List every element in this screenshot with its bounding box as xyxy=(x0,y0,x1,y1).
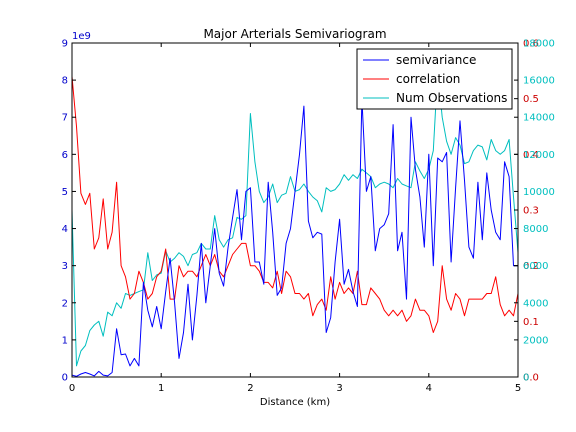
legend-label: correlation xyxy=(396,72,460,86)
y-obs-tick-label: 16000 xyxy=(523,76,555,87)
legend-label: Num Observations xyxy=(396,91,507,105)
chart-title: Major Arterials Semivariogram xyxy=(203,27,386,41)
y-left-tick-label: 7 xyxy=(62,113,68,124)
legend-label: semivariance xyxy=(396,53,476,67)
y-obs-tick-label: 2000 xyxy=(523,335,548,346)
x-tick-label: 0 xyxy=(69,383,75,394)
y-corr-tick-label: 0.1 xyxy=(523,317,539,328)
y-left-tick-label: 5 xyxy=(62,187,68,198)
y-obs-tick-label: 12000 xyxy=(523,150,555,161)
y-obs-tick-label: 8000 xyxy=(523,224,548,235)
y-axis-left-multiplier: 1e9 xyxy=(72,31,91,42)
y-obs-tick-label: 6000 xyxy=(523,261,548,272)
y-axis-left: 0 1 2 3 4 5 6 7 8 9 xyxy=(62,39,76,384)
y-obs-tick-label: 10000 xyxy=(523,187,555,198)
y-obs-tick-label: 0 xyxy=(523,373,529,384)
y-left-tick-label: 6 xyxy=(62,150,68,161)
y-corr-tick-label: 0.0 xyxy=(523,373,539,384)
y-left-tick-label: 2 xyxy=(62,298,68,309)
y-left-tick-label: 3 xyxy=(62,261,68,272)
y-corr-tick-label: 0.3 xyxy=(523,206,539,217)
y-corr-tick-label: 0.6 xyxy=(523,39,539,50)
series-line-correlation xyxy=(72,76,518,333)
y-obs-tick-label: 4000 xyxy=(523,298,548,309)
y-left-tick-label: 8 xyxy=(62,76,68,87)
y-left-tick-label: 0 xyxy=(62,373,68,384)
x-axis: 0 1 2 3 4 5 xyxy=(69,43,521,394)
x-tick-label: 5 xyxy=(515,383,521,394)
x-tick-label: 4 xyxy=(426,383,432,394)
y-corr-tick-label: 0.4 xyxy=(523,150,539,161)
series-line-semivariance xyxy=(72,98,518,377)
y-left-tick-label: 9 xyxy=(62,39,68,50)
y-left-tick-label: 1 xyxy=(62,335,68,346)
x-tick-label: 1 xyxy=(158,383,164,394)
y-obs-tick-label: 18000 xyxy=(523,39,555,50)
series-layer xyxy=(72,70,518,377)
legend-entries: semivariance correlation Num Observations xyxy=(363,53,507,105)
y-axis-observations: 0 2000 4000 6000 8000 10000 12000 14000 16000 180… xyxy=(514,39,555,384)
legend: semivariance correlation Num Observations xyxy=(356,48,513,110)
x-axis-label: Distance (km) xyxy=(260,397,330,408)
y-corr-tick-label: 0.5 xyxy=(523,94,539,105)
x-tick-label: 2 xyxy=(247,383,253,394)
y-left-tick-label: 4 xyxy=(62,224,68,235)
y-corr-tick-label: 0.2 xyxy=(523,261,539,272)
y-obs-tick-label: 14000 xyxy=(523,113,555,124)
x-tick-label: 3 xyxy=(336,383,342,394)
